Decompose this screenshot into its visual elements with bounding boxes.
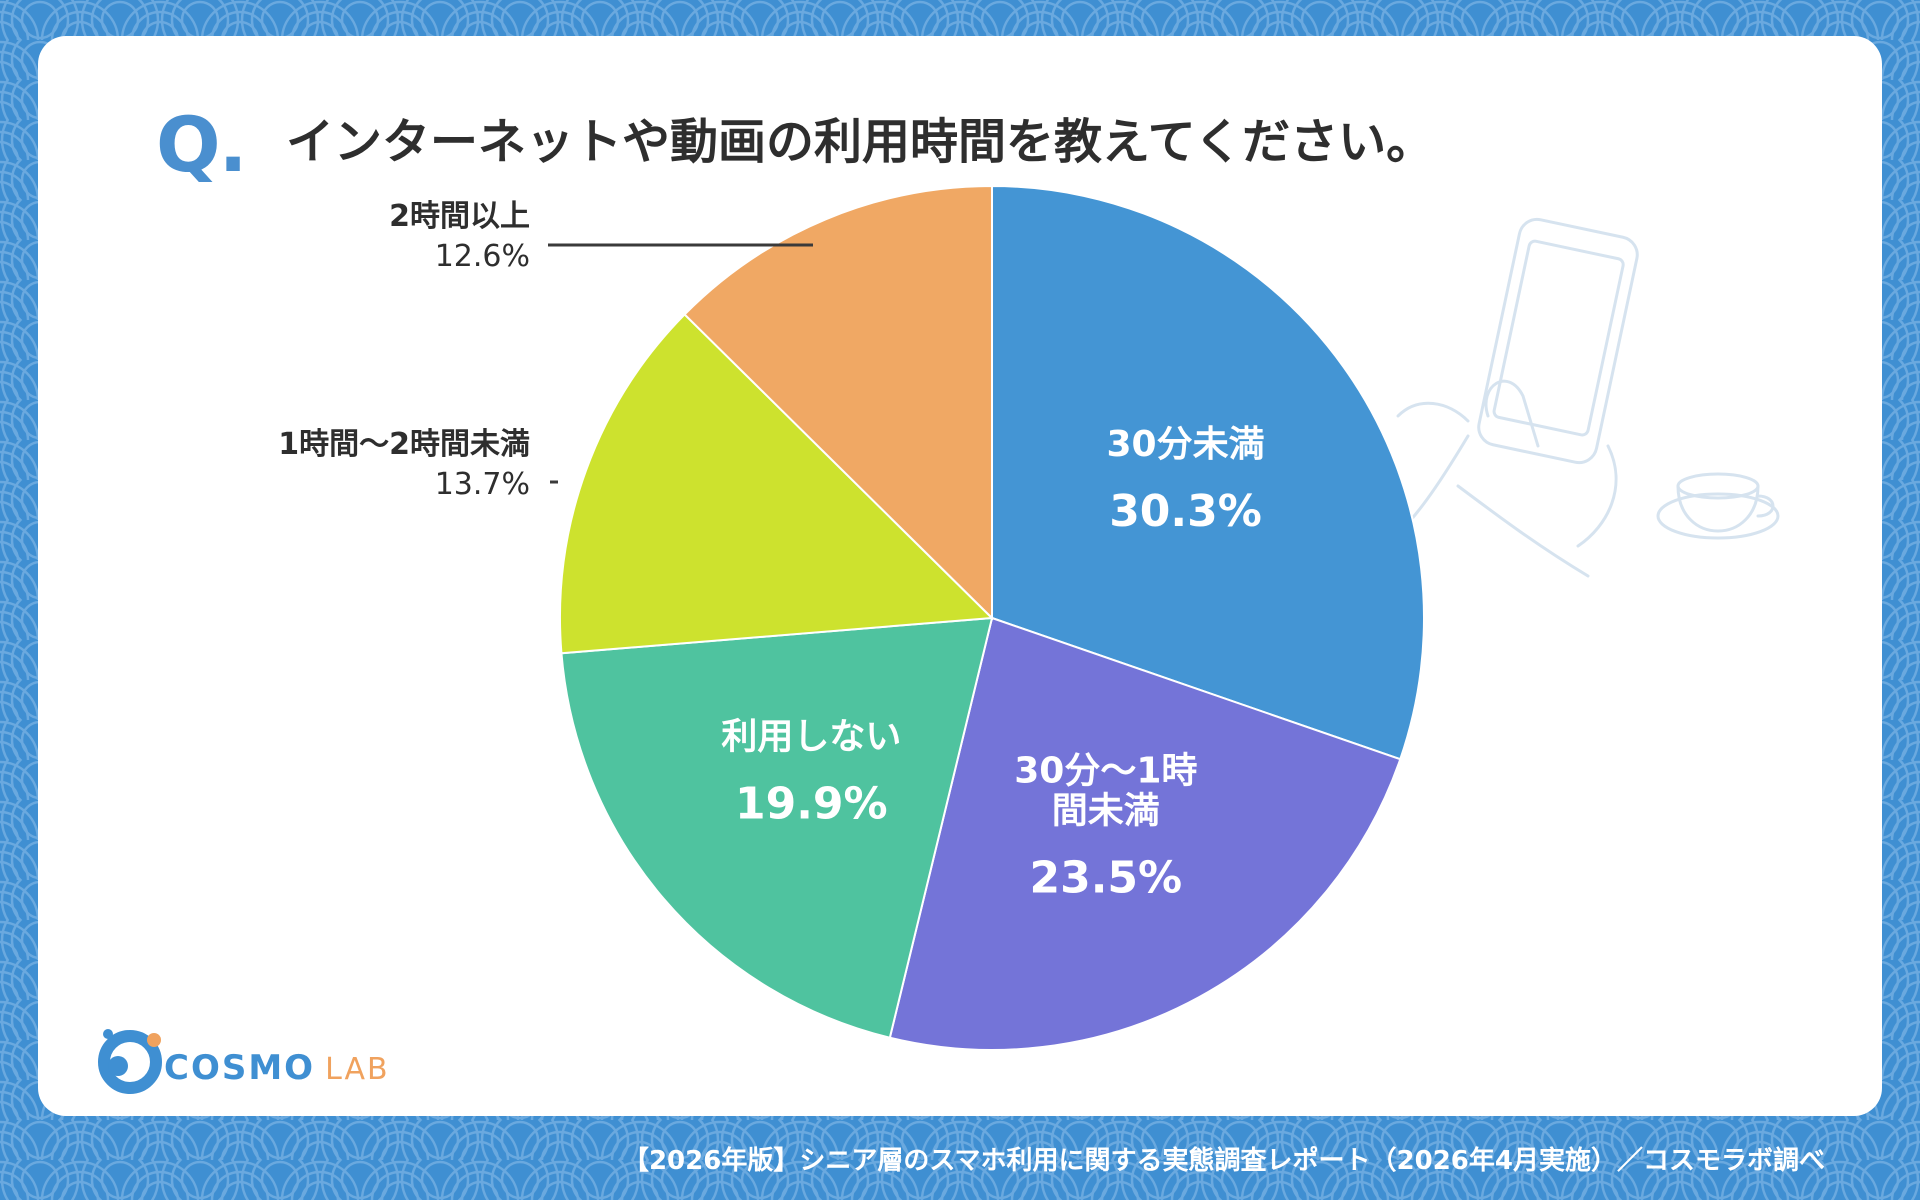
slice-value: 23.5% bbox=[1029, 853, 1182, 904]
cosmo-lab-logo-icon bbox=[98, 1029, 162, 1094]
q-mark: Q. bbox=[156, 100, 247, 189]
slice-value: 19.9% bbox=[735, 778, 888, 829]
logo-main-text: COSMO bbox=[164, 1048, 316, 1088]
outside-slice-value: 12.6% bbox=[435, 239, 530, 274]
slice-value: 30.3% bbox=[1109, 486, 1262, 537]
outside-slice-label: 2時間以上 bbox=[389, 199, 530, 234]
pie-slice-2 bbox=[888, 616, 1402, 1051]
outside-slice-value: 13.7% bbox=[435, 467, 530, 502]
source-footer: 【2026年版】シニア層のスマホ利用に関する実態調査レポート（2026年4月実施… bbox=[622, 1146, 1825, 1176]
slice-label: 利用しない bbox=[721, 716, 901, 757]
slice-label-group-3: 利用しない 19.9% bbox=[721, 716, 901, 829]
slice-label-group-1: 30分未満 30.3% bbox=[1106, 424, 1264, 537]
pie-slice-5 bbox=[683, 184, 993, 621]
logo-wordmark: COSMO LAB bbox=[164, 1048, 390, 1088]
outside-slice-label: 1時間〜2時間未満 bbox=[278, 427, 530, 462]
outside-label-group-4: 1時間〜2時間未満 13.7% bbox=[278, 427, 558, 502]
slice-label: 間未満 bbox=[1052, 791, 1160, 832]
logo-sub-text: LAB bbox=[325, 1052, 390, 1087]
slice-label: 30分〜1時 bbox=[1014, 751, 1197, 792]
pie-slice-3 bbox=[560, 616, 994, 1039]
content-card: Q. インターネットや動画の利用時間を教えてください。 30分未満 30.3% 30… bbox=[38, 36, 1882, 1116]
slice-label: 30分未満 bbox=[1106, 424, 1264, 465]
question-title: インターネットや動画の利用時間を教えてください。 bbox=[286, 114, 1435, 170]
outside-label-group-5: 2時間以上 12.6% bbox=[389, 199, 813, 274]
pie-slice-1 bbox=[991, 184, 1425, 761]
pie-slice-4 bbox=[559, 313, 995, 655]
